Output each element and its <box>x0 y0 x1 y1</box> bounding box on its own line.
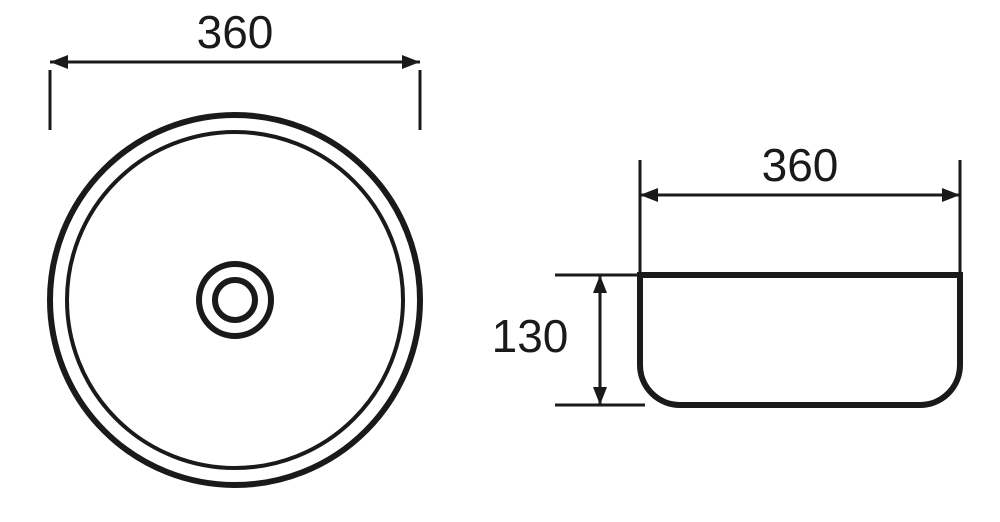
basin-side-profile <box>640 275 960 405</box>
dim-label-side-130: 130 <box>492 310 569 362</box>
dim-label-top-360: 360 <box>197 6 274 58</box>
drain-inner <box>215 280 255 320</box>
arrow-head <box>402 55 420 69</box>
arrow-head <box>593 275 607 293</box>
drain-outer <box>199 264 271 336</box>
arrow-head <box>640 188 658 202</box>
dim-label-side-360: 360 <box>762 139 839 191</box>
arrow-head <box>942 188 960 202</box>
arrow-head <box>50 55 68 69</box>
basin-top-inner <box>67 132 403 468</box>
basin-top-outer <box>50 115 420 485</box>
arrow-head <box>593 387 607 405</box>
